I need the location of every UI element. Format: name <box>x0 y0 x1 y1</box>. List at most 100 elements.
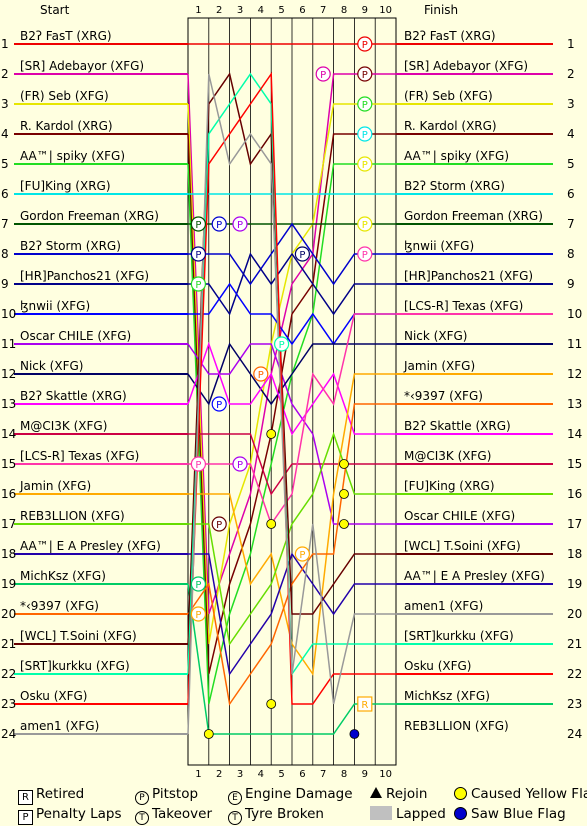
finish-driver-label: M@CI3K (XFG) <box>404 449 491 463</box>
pitstop-icon <box>211 216 227 232</box>
legend-lapped: Lapped <box>370 806 446 822</box>
pitstop-icon-label: P <box>362 130 368 141</box>
position-label-left: 8 <box>1 247 9 261</box>
pitstop-icon <box>211 516 227 532</box>
start-driver-labels: B2ʔ FasT (XRG) [SR] Adebayor (XFG) (FR) Se… <box>19 29 161 733</box>
pitstop-icon <box>190 576 206 592</box>
pitstop-icon-label: P <box>299 550 305 561</box>
event-markers: P P P P P P P P P P P P P P P P P P P P P P P R <box>190 36 373 739</box>
start-driver-label: [SR] Adebayor (XFG) <box>20 59 144 73</box>
pitstop-icon <box>357 156 373 172</box>
start-driver-label: R. Kardol (XRG) <box>20 119 113 133</box>
position-label-right: 21 <box>567 637 582 651</box>
flag-dot-icon <box>339 489 349 499</box>
legend-takeover: T Takeover <box>135 806 212 825</box>
pitstop-icon-label: P <box>195 610 201 621</box>
position-label-right: 24 <box>567 727 582 741</box>
legend-engine-damage: E Engine Damage <box>228 786 353 805</box>
pitstop-icon <box>190 246 206 262</box>
lap-label-top: 10 <box>379 5 392 16</box>
position-label-left: 2 <box>1 67 9 81</box>
pitstop-icon-label: P <box>195 250 201 261</box>
position-label-right: 19 <box>567 577 582 591</box>
legend-saw-blue: Saw Blue Flag <box>454 806 566 822</box>
pitstop-icon <box>211 396 227 412</box>
pitstop-icon-label: P <box>258 370 264 381</box>
legend: R Retired P Pitstop E Engine Damage Rejoin … <box>18 786 587 826</box>
series-line <box>187 72 396 645</box>
flag-dot-icon <box>339 459 349 469</box>
start-driver-label: amen1 (XFG) <box>20 719 99 733</box>
position-label-left: 20 <box>1 607 16 621</box>
pitstop-icon <box>232 456 248 472</box>
legend-rejoin: Rejoin <box>370 786 427 802</box>
finish-driver-label: Osku (XFG) <box>404 659 471 673</box>
finish-driver-label: [HR]Panchos21 (XFG) <box>404 269 533 283</box>
series-line <box>187 341 396 436</box>
finish-driver-label: (FR) Seb (XFG) <box>404 89 493 103</box>
position-label-right: 18 <box>567 547 582 561</box>
legend-retired: R Retired <box>18 786 84 805</box>
position-label-right: 1 <box>567 37 575 51</box>
position-label-right: 14 <box>567 427 582 441</box>
lap-label-top: 2 <box>216 5 222 16</box>
lap-label-top: 6 <box>299 5 305 16</box>
position-label-left: 24 <box>1 727 16 741</box>
position-label-right: 3 <box>567 97 575 111</box>
position-label-left: 5 <box>1 157 9 171</box>
position-label-right: 16 <box>567 487 582 501</box>
pitstop-icon-label: P <box>279 340 285 351</box>
rejoin-icon <box>370 787 382 798</box>
position-label-left: 15 <box>1 457 16 471</box>
start-driver-label: [HR]Panchos21 (XFG) <box>20 269 149 283</box>
legend-pitstop: P Pitstop <box>135 786 198 805</box>
lap-label-top: 7 <box>320 5 326 16</box>
series-group <box>14 43 553 735</box>
flag-dot-icon <box>203 729 214 739</box>
pitstop-icon <box>253 366 269 382</box>
flag-dot-icon <box>339 519 349 529</box>
position-label-right: 11 <box>567 337 582 351</box>
engine-damage-icon: E <box>228 791 242 805</box>
position-label-right: 7 <box>567 217 575 231</box>
position-label-left: 10 <box>1 307 16 321</box>
position-label-left: 22 <box>1 667 16 681</box>
pitstop-icon <box>357 126 373 142</box>
finish-driver-label: R. Kardol (XRG) <box>404 119 497 133</box>
position-label-right: 8 <box>567 247 575 261</box>
series-line <box>188 313 396 526</box>
finish-driver-label: ɮnwii (XFG) <box>404 239 474 253</box>
position-label-left: 23 <box>1 697 16 711</box>
flag-dot-icon <box>266 429 277 439</box>
finish-driver-label: [FU]King (XRG) <box>404 479 495 493</box>
finish-driver-label: Oscar CHILE (XFG) <box>404 509 515 523</box>
lap-label-bottom: 10 <box>379 769 392 780</box>
pitstop-icon <box>357 96 373 112</box>
pitstop-icon <box>357 36 373 52</box>
start-driver-label: [LCS-R] Texas (XFG) <box>20 449 139 463</box>
position-label-right: 13 <box>567 397 582 411</box>
position-label-right: 12 <box>567 367 582 381</box>
takeover-icon: T <box>135 811 149 825</box>
finish-driver-label: [WCL] T.Soini (XFG) <box>404 539 521 553</box>
flag-dot-icon <box>266 699 277 709</box>
position-label-right: 23 <box>567 697 582 711</box>
retired-marker-icon <box>357 696 373 712</box>
start-driver-label: Nick (XFG) <box>20 359 83 373</box>
start-driver-label: REB3LLION (XFG) <box>20 509 125 523</box>
pitstop-icon-label: P <box>216 220 222 231</box>
position-label-right: 17 <box>567 517 582 531</box>
pitstop-icon <box>190 276 206 292</box>
position-label-right: 2 <box>567 67 575 81</box>
pitstop-icon-label: P <box>320 70 326 81</box>
finish-driver-label: [LCS-R] Texas (XFG) <box>404 299 523 313</box>
position-label-left: 17 <box>1 517 16 531</box>
position-label-left: 21 <box>1 637 16 651</box>
series-line <box>188 433 396 496</box>
position-label-left: 12 <box>1 367 16 381</box>
pitstop-icon-label: P <box>362 100 368 111</box>
lap-labels-top: 1 2 3 4 5 6 7 8 9 10 <box>195 5 392 16</box>
position-label-left: 11 <box>1 337 16 351</box>
